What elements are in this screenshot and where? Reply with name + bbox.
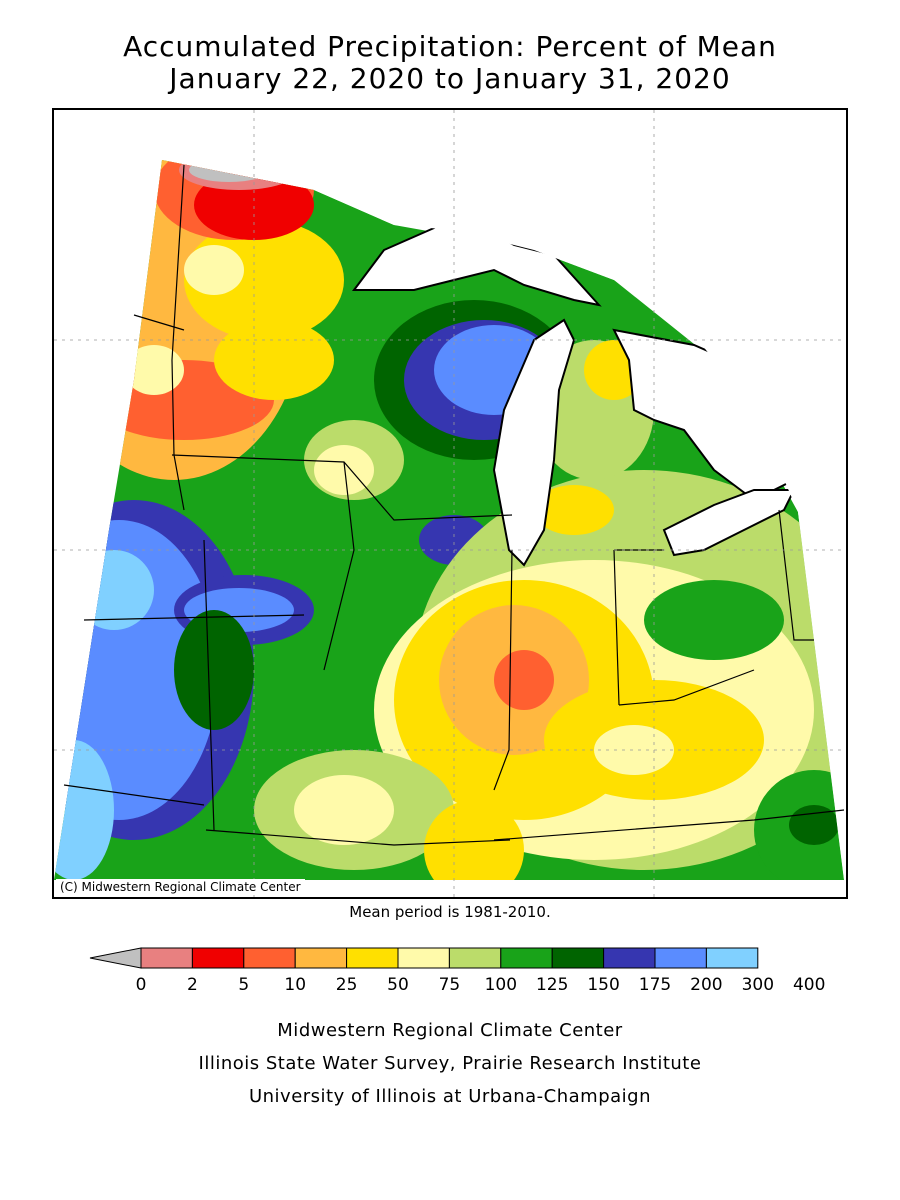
legend-tick-label: 10 (284, 975, 306, 995)
legend-tick-label: 150 (587, 975, 619, 995)
footer-organization: Midwestern Regional Climate Center (277, 1020, 623, 1041)
legend-swatch (397, 947, 450, 969)
footer-university: University of Illinois at Urbana-Champai… (248, 1086, 652, 1107)
legend-tick-label: 100 (485, 975, 517, 995)
map-title: Accumulated Precipitation: Percent of Me… (123, 30, 777, 63)
legend-tick-label: 200 (690, 975, 722, 995)
map-date-range: January 22, 2020 to January 31, 2020 (169, 62, 731, 95)
precipitation-map (54, 110, 846, 897)
color-legend: 0 2 5 10 25 50 75 100 125 150 175 200 300 400 (89, 947, 826, 995)
legend-swatch (705, 947, 759, 969)
legend-arrow (89, 947, 142, 969)
legend-swatch (140, 947, 193, 969)
mean-period-note: Mean period is 1981-2010. (349, 903, 551, 921)
legend-tick-label: 2 (187, 975, 198, 995)
legend-tick-label: 25 (336, 975, 358, 995)
legend-tick-label: 50 (387, 975, 409, 995)
legend-swatches (89, 947, 759, 969)
legend-tick-label: 125 (536, 975, 568, 995)
legend-swatch (448, 947, 502, 969)
legend-swatch (294, 947, 348, 969)
canada-area (304, 110, 846, 884)
legend-swatch (500, 947, 553, 969)
legend-tick-label: 175 (639, 975, 671, 995)
map-frame: (C) Midwestern Regional Climate Center (52, 108, 848, 899)
legend-tick-label: 5 (238, 975, 249, 995)
footer-survey: Illinois State Water Survey, Prairie Res… (198, 1053, 702, 1074)
copyright-label: (C) Midwestern Regional Climate Center (56, 879, 305, 895)
legend-swatch (243, 947, 296, 969)
legend-tick-label: 400 (793, 975, 825, 995)
legend-swatch (346, 947, 399, 969)
legend-swatch (654, 947, 707, 969)
legend-tick-label: 300 (742, 975, 774, 995)
legend-swatch (191, 947, 245, 969)
legend-swatch (551, 947, 605, 969)
legend-labels: 0 2 5 10 25 50 75 100 125 150 175 200 300 400 (136, 975, 826, 995)
great-lakes (352, 208, 816, 567)
legend-tick-label: 0 (136, 975, 147, 995)
legend-swatch (603, 947, 656, 969)
legend-tick-label: 75 (439, 975, 461, 995)
